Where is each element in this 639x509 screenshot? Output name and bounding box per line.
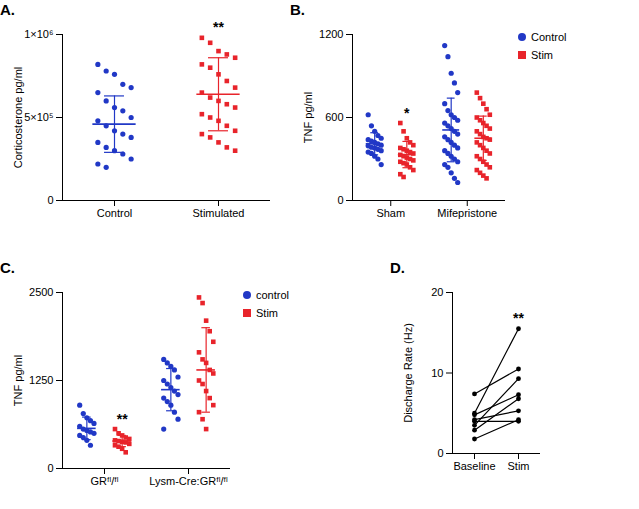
svg-text:Stim: Stim	[508, 460, 530, 472]
svg-text:Stimulated: Stimulated	[193, 207, 245, 219]
svg-text:**: **	[117, 411, 128, 427]
svg-text:0: 0	[47, 462, 53, 474]
svg-text:TNF pg/ml: TNF pg/ml	[12, 355, 24, 406]
svg-text:2500: 2500	[29, 286, 53, 298]
svg-text:0: 0	[437, 447, 443, 459]
html-text:Stim: Stim	[531, 49, 553, 61]
svg-text:600: 600	[325, 111, 343, 123]
svg-text:10: 10	[431, 367, 443, 379]
svg-text:20: 20	[431, 286, 443, 298]
svg-text:**: **	[513, 310, 524, 326]
svg-text:**: **	[213, 20, 224, 35]
svg-text:Sham: Sham	[376, 207, 405, 219]
svg-text:1×10⁶: 1×10⁶	[24, 28, 53, 40]
svg-text:TNF pg/ml: TNF pg/ml	[302, 92, 314, 143]
svg-text:Mifepristone: Mifepristone	[437, 207, 497, 219]
svg-text:Discharge Rate (Hz): Discharge Rate (Hz)	[402, 323, 414, 423]
svg-text:Lysm-Cre:GRᶠˡ/ᶠˡ: Lysm-Cre:GRᶠˡ/ᶠˡ	[149, 475, 228, 487]
svg-text:1250: 1250	[29, 374, 53, 386]
html-text:Control: Control	[531, 31, 567, 43]
svg-text:Corticosterone pg/ml: Corticosterone pg/ml	[12, 67, 24, 169]
svg-text:Control: Control	[97, 207, 132, 219]
svg-text:Baseline: Baseline	[453, 460, 495, 472]
html-text:D.: D.	[390, 259, 405, 276]
svg-text:GRᶠˡ/ᶠˡ: GRᶠˡ/ᶠˡ	[90, 475, 118, 487]
svg-text:0: 0	[47, 194, 53, 206]
svg-text:1200: 1200	[319, 28, 343, 40]
html-text:control: control	[256, 289, 289, 301]
svg-text:5×10⁵: 5×10⁵	[24, 111, 53, 123]
html-text:Stim: Stim	[256, 307, 278, 319]
svg-text:0: 0	[337, 194, 343, 206]
svg-text:*: *	[404, 105, 410, 121]
html-text:A.: A.	[0, 1, 15, 18]
html-text:B.: B.	[290, 1, 305, 18]
html-text:C.: C.	[0, 259, 15, 276]
